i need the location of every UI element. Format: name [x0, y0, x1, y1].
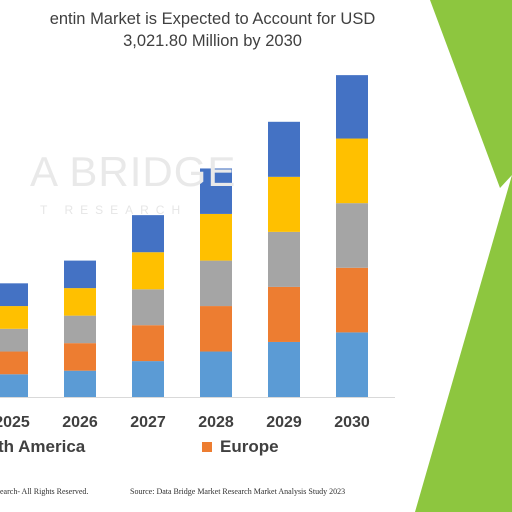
watermark-logo-subtext: T RESEARCH: [40, 203, 188, 217]
bar-segment-2029-2: [268, 231, 300, 287]
bar-segment-2026-3: [64, 288, 96, 316]
x-tick-label-2029: 2029: [266, 414, 302, 431]
x-tick-label-2026: 2026: [62, 414, 98, 431]
bar-segment-2025-2: [0, 328, 28, 352]
bar-segment-2030-1: [336, 267, 368, 333]
bar-segment-2029-3: [268, 176, 300, 232]
bar-segment-2029-0: [268, 341, 300, 397]
bar-segment-2027-1: [132, 325, 164, 362]
bar-segment-2027-2: [132, 289, 164, 326]
bar-segment-2025-1: [0, 351, 28, 375]
bar-segment-2030-3: [336, 138, 368, 204]
bar-segment-2026-2: [64, 315, 96, 344]
x-tick-label-2027: 2027: [130, 414, 166, 431]
green-arrow-shape: [415, 0, 512, 512]
footer-source: Source: Data Bridge Market Research Mark…: [130, 487, 346, 496]
bar-segment-2026-0: [64, 370, 96, 397]
bar-segment-2029-1: [268, 286, 300, 342]
x-tick-label-2025: 2025: [0, 414, 30, 431]
bar-segment-2028-3: [200, 213, 232, 261]
bar-segment-2025-4: [0, 283, 28, 307]
bar-segment-2025-3: [0, 306, 28, 329]
bar-segment-2027-4: [132, 215, 164, 253]
bar-segment-2025-0: [0, 374, 28, 397]
bar-segment-2030-2: [336, 203, 368, 268]
bar-segment-2028-0: [200, 351, 232, 397]
legend-label-europe: Europe: [220, 437, 279, 456]
bar-stack-group: [0, 75, 368, 397]
watermark-logo-text: A BRIDGE: [30, 148, 237, 195]
legend-item-north-america: th America: [0, 437, 85, 457]
bar-segment-2029-4: [268, 121, 300, 177]
green-arrow-decoration: [415, 0, 512, 512]
chart-title-line-2: 3,021.80 Million by 2030: [123, 32, 302, 50]
bar-segment-2030-0: [336, 332, 368, 397]
footer-copyright: earch- All Rights Reserved.: [0, 487, 89, 496]
legend-label-north-america: th America: [0, 437, 86, 456]
x-tick-label-2028: 2028: [198, 414, 234, 431]
bar-segment-2028-4: [200, 168, 232, 214]
bar-segment-2026-4: [64, 260, 96, 289]
bar-segment-2028-1: [200, 306, 232, 352]
bar-segment-2026-1: [64, 343, 96, 371]
x-tick-label-2030: 2030: [334, 414, 370, 431]
legend-item-europe: Europe: [202, 437, 279, 457]
bar-segment-2030-4: [336, 75, 368, 139]
bar-segment-2028-2: [200, 260, 232, 307]
chart-title-line-1: entin Market is Expected to Account for …: [49, 10, 376, 28]
bar-segment-2027-3: [132, 252, 164, 290]
legend-swatch-europe: [202, 442, 212, 452]
bar-segment-2027-0: [132, 361, 164, 397]
